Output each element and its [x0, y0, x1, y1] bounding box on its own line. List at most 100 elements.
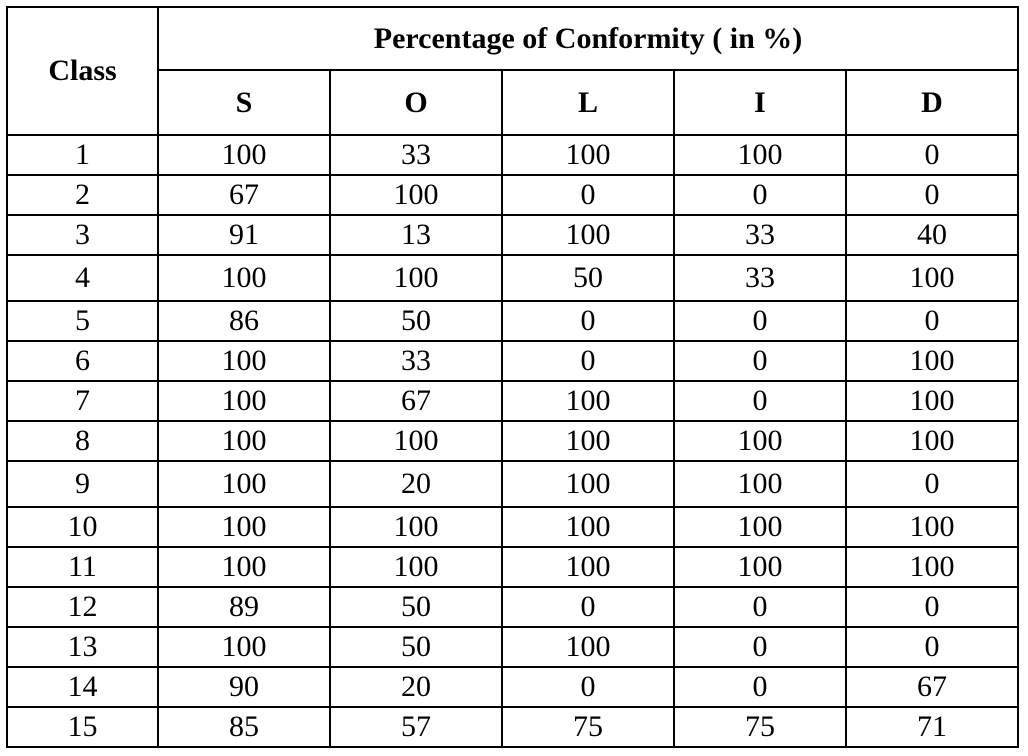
header-row-group: Class Percentage of Conformity ( in %): [6, 6, 1020, 136]
value-cell-d: 100: [844, 380, 1020, 422]
table-row: 3 91 13 100 33 40: [6, 214, 1020, 256]
value-cell-d: 100: [844, 254, 1020, 302]
value-cell-i: 0: [673, 174, 847, 216]
value-cell-l: 100: [501, 134, 675, 176]
table-row: 10 100 100 100 100 100: [6, 506, 1020, 548]
value-cell-s: 90: [157, 666, 331, 708]
value-cell-o: 50: [329, 586, 503, 628]
value-cell-o: 33: [329, 340, 503, 382]
class-column-header: Class: [6, 6, 159, 136]
value-cell-s: 100: [157, 460, 331, 508]
value-cell-i: 0: [673, 586, 847, 628]
value-cell-s: 100: [157, 134, 331, 176]
class-cell: 12: [6, 586, 159, 628]
value-cell-i: 100: [673, 134, 847, 176]
value-cell-l: 50: [501, 254, 675, 302]
column-header-i: I: [673, 69, 847, 136]
value-cell-o: 20: [329, 666, 503, 708]
value-cell-s: 100: [157, 506, 331, 548]
header-row-columns: S O L I D: [7, 69, 1020, 136]
class-cell: 4: [6, 254, 159, 302]
class-cell: 9: [6, 460, 159, 508]
table-row: 2 67 100 0 0 0: [6, 174, 1020, 216]
value-cell-i: 100: [673, 460, 847, 508]
value-cell-s: 86: [157, 300, 331, 342]
conformity-table: Class Percentage of Conformity ( in %) S…: [6, 6, 1020, 748]
column-header-s: S: [157, 69, 331, 136]
value-cell-l: 100: [501, 460, 675, 508]
value-cell-s: 100: [157, 254, 331, 302]
value-cell-d: 71: [844, 706, 1020, 748]
class-cell: 15: [6, 706, 159, 748]
value-cell-d: 0: [844, 586, 1020, 628]
value-cell-l: 100: [501, 420, 675, 462]
value-cell-o: 57: [329, 706, 503, 748]
class-cell: 2: [6, 174, 159, 216]
value-cell-o: 100: [329, 420, 503, 462]
table-row: 4 100 100 50 33 100: [6, 254, 1020, 302]
value-cell-d: 0: [844, 460, 1020, 508]
class-cell: 1: [6, 134, 159, 176]
value-cell-s: 67: [157, 174, 331, 216]
conformity-group-header: Percentage of Conformity ( in %): [156, 6, 1020, 71]
value-cell-s: 100: [157, 380, 331, 422]
value-cell-s: 100: [157, 626, 331, 668]
table-row: 1 100 33 100 100 0: [6, 134, 1020, 176]
value-cell-d: 0: [844, 626, 1020, 668]
value-cell-i: 100: [673, 420, 847, 462]
value-cell-o: 50: [329, 626, 503, 668]
class-cell: 6: [6, 340, 159, 382]
value-cell-i: 33: [673, 254, 847, 302]
value-cell-s: 100: [157, 546, 331, 588]
value-cell-l: 0: [501, 666, 675, 708]
value-cell-o: 33: [329, 134, 503, 176]
value-cell-l: 100: [501, 380, 675, 422]
table-row: 13 100 50 100 0 0: [6, 626, 1020, 668]
table-row: 8 100 100 100 100 100: [6, 420, 1020, 462]
class-cell: 11: [6, 546, 159, 588]
value-cell-i: 100: [673, 546, 847, 588]
value-cell-l: 0: [501, 300, 675, 342]
value-cell-o: 100: [329, 254, 503, 302]
value-cell-i: 0: [673, 340, 847, 382]
value-cell-o: 67: [329, 380, 503, 422]
value-cell-d: 0: [844, 300, 1020, 342]
value-cell-s: 91: [157, 214, 331, 256]
table-body: 1 100 33 100 100 0 2 67 100 0 0 0 3 91 13 100 33 40 4 100 10…: [6, 134, 1020, 748]
value-cell-s: 85: [157, 706, 331, 748]
value-cell-l: 0: [501, 174, 675, 216]
value-cell-l: 100: [501, 546, 675, 588]
value-cell-d: 40: [844, 214, 1020, 256]
value-cell-i: 0: [673, 626, 847, 668]
table-row: 14 90 20 0 0 67: [6, 666, 1020, 708]
value-cell-o: 50: [329, 300, 503, 342]
class-cell: 10: [6, 506, 159, 548]
value-cell-i: 100: [673, 506, 847, 548]
value-cell-i: 0: [673, 300, 847, 342]
class-cell: 5: [6, 300, 159, 342]
column-header-d: D: [844, 69, 1020, 136]
value-cell-s: 100: [157, 340, 331, 382]
value-cell-i: 75: [673, 706, 847, 748]
value-cell-d: 0: [844, 134, 1020, 176]
value-cell-s: 89: [157, 586, 331, 628]
column-header-o: O: [329, 69, 503, 136]
table-row: 9 100 20 100 100 0: [6, 460, 1020, 508]
class-cell: 8: [6, 420, 159, 462]
table-row: 5 86 50 0 0 0: [6, 300, 1020, 342]
table-row: 11 100 100 100 100 100: [6, 546, 1020, 588]
value-cell-i: 33: [673, 214, 847, 256]
class-cell: 3: [6, 214, 159, 256]
value-cell-d: 67: [844, 666, 1020, 708]
value-cell-o: 100: [329, 546, 503, 588]
value-cell-i: 0: [673, 666, 847, 708]
value-cell-s: 100: [157, 420, 331, 462]
value-cell-d: 100: [844, 506, 1020, 548]
table-row: 7 100 67 100 0 100: [6, 380, 1020, 422]
column-header-l: L: [501, 69, 675, 136]
value-cell-d: 0: [844, 174, 1020, 216]
value-cell-l: 100: [501, 626, 675, 668]
table-row: 12 89 50 0 0 0: [6, 586, 1020, 628]
value-cell-l: 100: [501, 506, 675, 548]
value-cell-l: 75: [501, 706, 675, 748]
